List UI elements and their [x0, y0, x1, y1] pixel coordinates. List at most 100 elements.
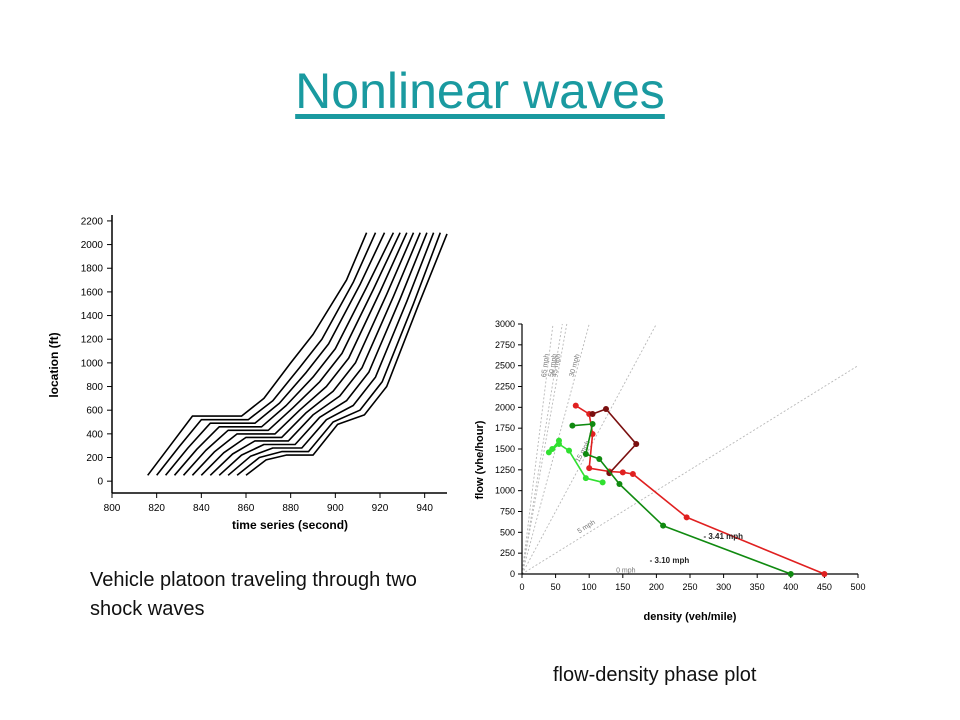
annotation-341-mph: - 3.41 mph	[703, 532, 743, 541]
chart2-y-tick-label: 1750	[495, 423, 515, 433]
phase-point	[589, 411, 596, 417]
vehicle-trajectory-line	[173, 232, 395, 476]
chart2-x-tick-label: 350	[750, 582, 765, 592]
chart2-x-tick-label: 50	[551, 582, 561, 592]
chart2-y-tick-label: 0	[510, 569, 515, 579]
vehicle-trajectory-line	[236, 232, 442, 476]
phase-point	[569, 422, 576, 429]
chart2-x-tick-label: 250	[682, 582, 697, 592]
phase-trajectory-line	[592, 408, 637, 474]
chart2-ticks: 0 50 100 150 200 250 300 350 400 450 500 0 250 500 750…	[495, 319, 866, 592]
chart1-axes	[111, 215, 447, 494]
vehicle-trajectory-line	[182, 232, 401, 476]
phase-trajectory-line	[548, 440, 603, 484]
chart2-series	[545, 402, 828, 577]
phase-point	[572, 402, 579, 409]
chart2-x-tick-label: 500	[850, 582, 865, 592]
speed-reference-line	[521, 323, 554, 575]
speed-reference-line	[521, 323, 657, 575]
chart1-x-tick-label: 820	[148, 503, 165, 514]
phase-point	[566, 447, 573, 454]
slide-title[interactable]: Nonlinear waves	[295, 63, 665, 119]
phase-point	[821, 571, 828, 577]
chart2-y-tick-label: 2500	[495, 361, 515, 371]
phase-point	[582, 475, 589, 482]
chart1-x-tick-label: 880	[282, 503, 299, 514]
chart1-y-tick-label: 600	[86, 406, 103, 417]
vehicle-trajectory-line	[191, 232, 408, 476]
chart1-x-tick-label: 800	[104, 503, 121, 514]
speed-reference-label: 65 mph	[541, 353, 551, 377]
chart1-y-tick-label: 1400	[81, 311, 104, 322]
vehicle-trajectory-line	[245, 233, 448, 476]
speed-reference-label: 30 mph	[569, 353, 582, 377]
phase-point	[599, 479, 606, 486]
chart1-x-tick-label: 940	[416, 503, 433, 514]
phase-point	[606, 470, 613, 477]
chart2-y-tick-label: 500	[500, 527, 515, 537]
chart1-y-tick-label: 2000	[81, 240, 104, 251]
phase-point	[596, 456, 603, 462]
phase-trajectory-line	[572, 423, 792, 575]
phase-trajectory-line	[575, 405, 825, 575]
caption-phase-plot: flow-density phase plot	[553, 664, 757, 686]
phase-point	[683, 514, 690, 521]
vehicle-trajectory-line	[209, 232, 421, 476]
speed-reference-label: 45 mph	[551, 353, 562, 377]
phase-point	[616, 481, 623, 487]
chart1-y-tick-label: 1200	[81, 335, 104, 346]
chart2-x-tick-label: 400	[783, 582, 798, 592]
chart1-xlabel: time series (second)	[232, 518, 348, 532]
phase-point	[787, 571, 794, 577]
chart1-y-tick-label: 1000	[81, 358, 104, 369]
speed-reference-line	[521, 323, 590, 575]
chart2-x-tick-label: 200	[649, 582, 664, 592]
chart2-y-tick-label: 2750	[495, 340, 515, 350]
chart2-y-tick-label: 2250	[495, 382, 515, 392]
chart2-ylabel: flow (vhe/hour)	[474, 420, 486, 499]
chart1-y-tick-label: 2200	[81, 216, 104, 227]
phase-point	[582, 451, 589, 457]
chart1-y-tick-label: 200	[86, 453, 103, 464]
chart2-xlabel: density (veh/mile)	[644, 611, 737, 623]
vehicle-trajectory-line	[156, 232, 377, 476]
phase-point	[555, 437, 562, 444]
chart2-x-tick-label: 100	[582, 582, 597, 592]
vehicle-trajectory-line	[227, 232, 435, 476]
chart1-x-tick-label: 860	[238, 503, 255, 514]
chart1-x-tick-label: 840	[193, 503, 210, 514]
chart1-series	[147, 232, 448, 476]
chart2-y-tick-label: 1250	[495, 465, 515, 475]
chart2-y-tick-label: 1500	[495, 444, 515, 454]
phase-point	[586, 465, 593, 472]
speed-reference-label: 5 mph	[576, 519, 596, 535]
phase-point	[589, 421, 596, 427]
chart2-y-tick-label: 250	[500, 548, 515, 558]
vehicle-trajectory-line	[147, 232, 368, 476]
caption-platoon: Vehicle platoon traveling through two sh…	[90, 569, 417, 620]
chart2-x-tick-label: 300	[716, 582, 731, 592]
vehicle-trajectory-line	[200, 232, 415, 476]
chart2-y-tick-label: 3000	[495, 319, 515, 329]
time-space-chart: 800 820 840 860 880 900 920 940 0 200 400 600 800 100…	[47, 215, 448, 532]
phase-point	[629, 471, 636, 477]
chart1-y-tick-label: 1600	[81, 287, 104, 298]
chart2-y-tick-label: 750	[500, 507, 515, 517]
chart1-y-tick-label: 400	[86, 429, 103, 440]
chart1-ylabel: location (ft)	[47, 332, 61, 397]
chart1-y-tick-label: 1800	[81, 264, 104, 275]
annotation-310-mph: - 3.10 mph	[650, 556, 690, 565]
chart2-x-tick-label: 0	[519, 582, 524, 592]
chart1-x-tick-label: 920	[372, 503, 389, 514]
vehicle-trajectory-line	[218, 232, 428, 476]
phase-point	[660, 522, 667, 529]
chart2-y-tick-label: 2000	[495, 402, 515, 412]
chart2-annotations: - 3.41 mph - 3.10 mph	[650, 532, 743, 565]
phase-point	[619, 469, 626, 476]
chart1-x-tick-label: 900	[327, 503, 344, 514]
speed-reference-line	[521, 365, 859, 575]
phase-point	[549, 446, 556, 452]
chart2-x-tick-label: 150	[615, 582, 630, 592]
